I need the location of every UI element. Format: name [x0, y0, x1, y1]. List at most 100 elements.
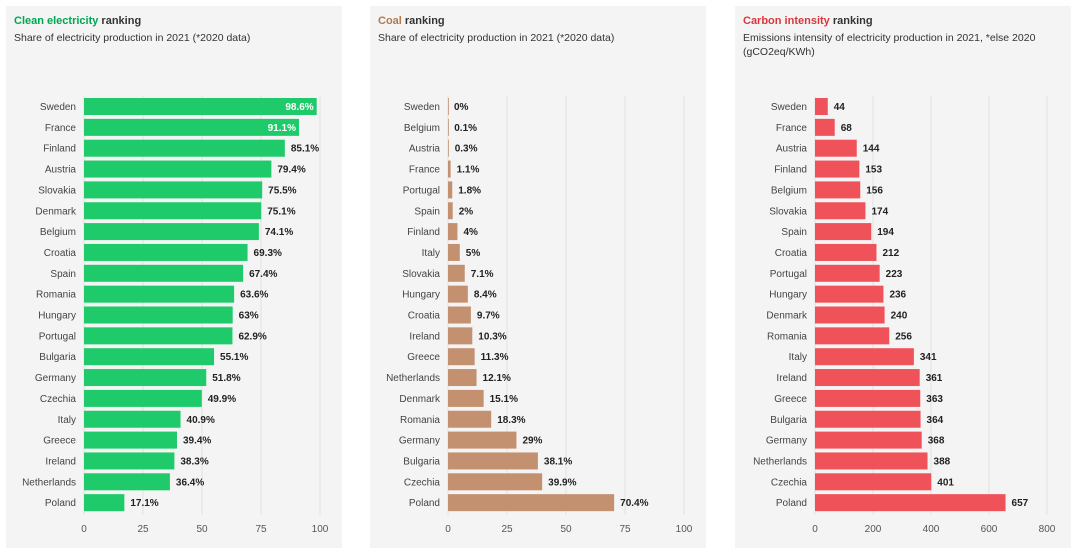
- bar: [84, 264, 244, 282]
- data-label: 63%: [239, 311, 259, 322]
- category-label: Czechia: [404, 477, 441, 488]
- chart-title: Coal ranking: [378, 15, 445, 27]
- bar: [815, 243, 877, 261]
- category-label: Italy: [58, 415, 76, 426]
- bar: [448, 348, 475, 366]
- category-label: Hungary: [769, 290, 807, 301]
- bar: [84, 98, 317, 115]
- bar: [84, 348, 215, 366]
- bar: [815, 431, 922, 449]
- bar: [815, 494, 1006, 512]
- bar: [84, 243, 248, 261]
- data-label: 194: [877, 227, 894, 238]
- category-label: Poland: [776, 498, 807, 509]
- data-label: 74.1%: [265, 227, 293, 238]
- bar: [448, 243, 460, 261]
- data-label: 12.1%: [483, 373, 511, 384]
- bar: [815, 348, 914, 366]
- bar: [84, 327, 233, 345]
- data-label: 8.4%: [474, 290, 497, 301]
- data-label: 363: [926, 394, 943, 405]
- category-label: Sweden: [40, 102, 76, 113]
- category-label: Portugal: [39, 331, 76, 342]
- category-label: France: [776, 123, 808, 134]
- bar: [84, 306, 233, 324]
- bar: [815, 264, 880, 282]
- category-label: Portugal: [770, 269, 807, 280]
- bar: [448, 452, 538, 470]
- category-label: Bulgaria: [770, 415, 807, 426]
- data-label: 388: [934, 456, 951, 467]
- data-label: 79.4%: [277, 165, 305, 176]
- category-label: Portugal: [403, 185, 440, 196]
- bar: [84, 181, 263, 199]
- category-label: Slovakia: [769, 206, 807, 217]
- x-tick-label: 800: [1039, 524, 1056, 535]
- category-label: Romania: [400, 415, 440, 426]
- category-label: Spain: [781, 227, 807, 238]
- category-label: Croatia: [408, 311, 441, 322]
- bar: [448, 118, 449, 136]
- clean-electricity-chart: 0 25 50 75 100 Sweden 98.6% France 91.1% Finland 8…: [22, 96, 329, 535]
- category-label: Croatia: [775, 248, 808, 259]
- category-label: Sweden: [404, 102, 440, 113]
- x-tick-label: 75: [619, 524, 631, 535]
- category-label: Bulgaria: [39, 352, 76, 363]
- data-label: 36.4%: [176, 477, 204, 488]
- data-label: 368: [928, 436, 945, 447]
- category-label: Germany: [35, 373, 76, 384]
- category-label: Austria: [776, 144, 808, 155]
- category-label: France: [45, 123, 77, 134]
- category-label: Slovakia: [402, 269, 440, 280]
- data-label: 0.1%: [454, 123, 477, 134]
- chart-subtitle: Emissions intensity of electricity produ…: [743, 32, 1036, 58]
- data-label: 62.9%: [238, 331, 266, 342]
- data-label: 85.1%: [291, 144, 319, 155]
- x-tick-label: 50: [560, 524, 572, 535]
- category-label: Austria: [409, 144, 441, 155]
- category-label: Spain: [414, 206, 440, 217]
- data-label: 44: [834, 102, 846, 113]
- data-label: 51.8%: [212, 373, 240, 384]
- data-label: 38.3%: [180, 456, 208, 467]
- data-label: 341: [920, 352, 937, 363]
- bar: [815, 473, 932, 491]
- chart-subtitle: Share of electricity production in 2021 …: [14, 32, 251, 44]
- bar: [84, 410, 181, 428]
- category-label: Croatia: [44, 248, 77, 259]
- category-label: Romania: [767, 331, 807, 342]
- x-tick-label: 75: [255, 524, 267, 535]
- category-label: Denmark: [399, 394, 441, 405]
- clean-electricity-panel: Clean electricity ranking Share of electr…: [6, 6, 342, 548]
- bar: [448, 202, 453, 220]
- bar: [448, 494, 615, 512]
- data-label: 156: [866, 185, 883, 196]
- carbon-intensity-chart: 0 200 400 600 800 Sweden 44 France 68 Austria 144 F…: [753, 96, 1056, 535]
- bar: [84, 202, 262, 220]
- data-label: 236: [889, 290, 906, 301]
- bar: [815, 285, 884, 303]
- x-tick-label: 400: [923, 524, 940, 535]
- category-label: Belgium: [771, 185, 807, 196]
- bar: [815, 202, 866, 220]
- bar: [448, 306, 471, 324]
- data-label: 67.4%: [249, 269, 277, 280]
- bar: [448, 160, 451, 178]
- chart-title: Carbon intensity ranking: [743, 15, 873, 27]
- category-label: Czechia: [771, 477, 808, 488]
- data-label: 7.1%: [471, 269, 494, 280]
- category-label: Belgium: [40, 227, 76, 238]
- data-label: 144: [863, 144, 880, 155]
- category-label: Finland: [774, 165, 807, 176]
- category-label: Greece: [43, 436, 76, 447]
- category-label: Netherlands: [753, 456, 807, 467]
- category-label: Poland: [409, 498, 440, 509]
- data-label: 153: [865, 165, 882, 176]
- category-label: Germany: [766, 436, 807, 447]
- data-label: 63.6%: [240, 290, 268, 301]
- category-label: Ireland: [45, 456, 76, 467]
- data-label: 9.7%: [477, 311, 500, 322]
- category-label: Hungary: [38, 311, 76, 322]
- bar: [84, 494, 125, 512]
- data-label: 18.3%: [497, 415, 525, 426]
